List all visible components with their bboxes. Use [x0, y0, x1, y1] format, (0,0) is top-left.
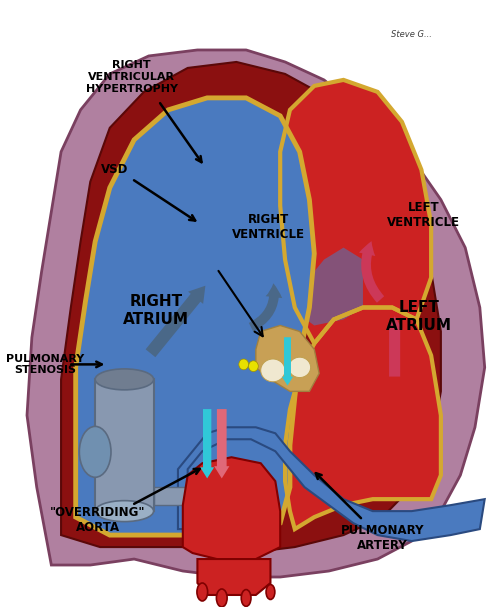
- Polygon shape: [285, 308, 441, 529]
- Ellipse shape: [248, 361, 258, 371]
- FancyArrowPatch shape: [146, 286, 206, 357]
- Polygon shape: [256, 325, 319, 391]
- Text: RIGHT
VENTRICLE: RIGHT VENTRICLE: [232, 213, 304, 240]
- Ellipse shape: [241, 590, 251, 606]
- Polygon shape: [183, 457, 280, 559]
- Polygon shape: [76, 98, 314, 535]
- Ellipse shape: [95, 501, 154, 522]
- Polygon shape: [178, 427, 484, 541]
- Text: PULMONARY
STENOSIS: PULMONARY STENOSIS: [6, 354, 84, 375]
- Polygon shape: [61, 62, 441, 553]
- Text: VSD: VSD: [101, 163, 128, 177]
- Text: LEFT
VENTRICLE: LEFT VENTRICLE: [388, 200, 460, 229]
- Polygon shape: [280, 80, 431, 343]
- Ellipse shape: [80, 426, 111, 477]
- FancyArrowPatch shape: [218, 271, 262, 336]
- Polygon shape: [198, 559, 270, 595]
- Ellipse shape: [95, 369, 154, 390]
- Polygon shape: [290, 248, 363, 325]
- Text: Steve G...: Steve G...: [391, 31, 432, 39]
- Polygon shape: [95, 379, 154, 511]
- Ellipse shape: [239, 359, 248, 370]
- FancyArrowPatch shape: [359, 241, 384, 303]
- Polygon shape: [154, 487, 192, 505]
- Ellipse shape: [216, 589, 227, 607]
- Ellipse shape: [260, 359, 285, 382]
- Polygon shape: [27, 50, 484, 577]
- Ellipse shape: [266, 584, 275, 600]
- FancyArrowPatch shape: [249, 284, 282, 331]
- Text: RIGHT
VENTRICULAR
HYPERTROPHY: RIGHT VENTRICULAR HYPERTROPHY: [86, 60, 178, 93]
- Text: LEFT
ATRIUM: LEFT ATRIUM: [386, 300, 452, 333]
- Text: "OVERRIDING"
AORTA: "OVERRIDING" AORTA: [50, 506, 146, 534]
- Text: PULMONARY
ARTERY: PULMONARY ARTERY: [340, 524, 424, 552]
- Ellipse shape: [197, 583, 207, 601]
- Text: RIGHT
ATRIUM: RIGHT ATRIUM: [123, 295, 189, 327]
- FancyArrowPatch shape: [386, 316, 403, 376]
- FancyArrowPatch shape: [214, 409, 230, 478]
- FancyArrowPatch shape: [282, 337, 293, 386]
- FancyArrowPatch shape: [200, 409, 214, 478]
- Ellipse shape: [288, 357, 310, 378]
